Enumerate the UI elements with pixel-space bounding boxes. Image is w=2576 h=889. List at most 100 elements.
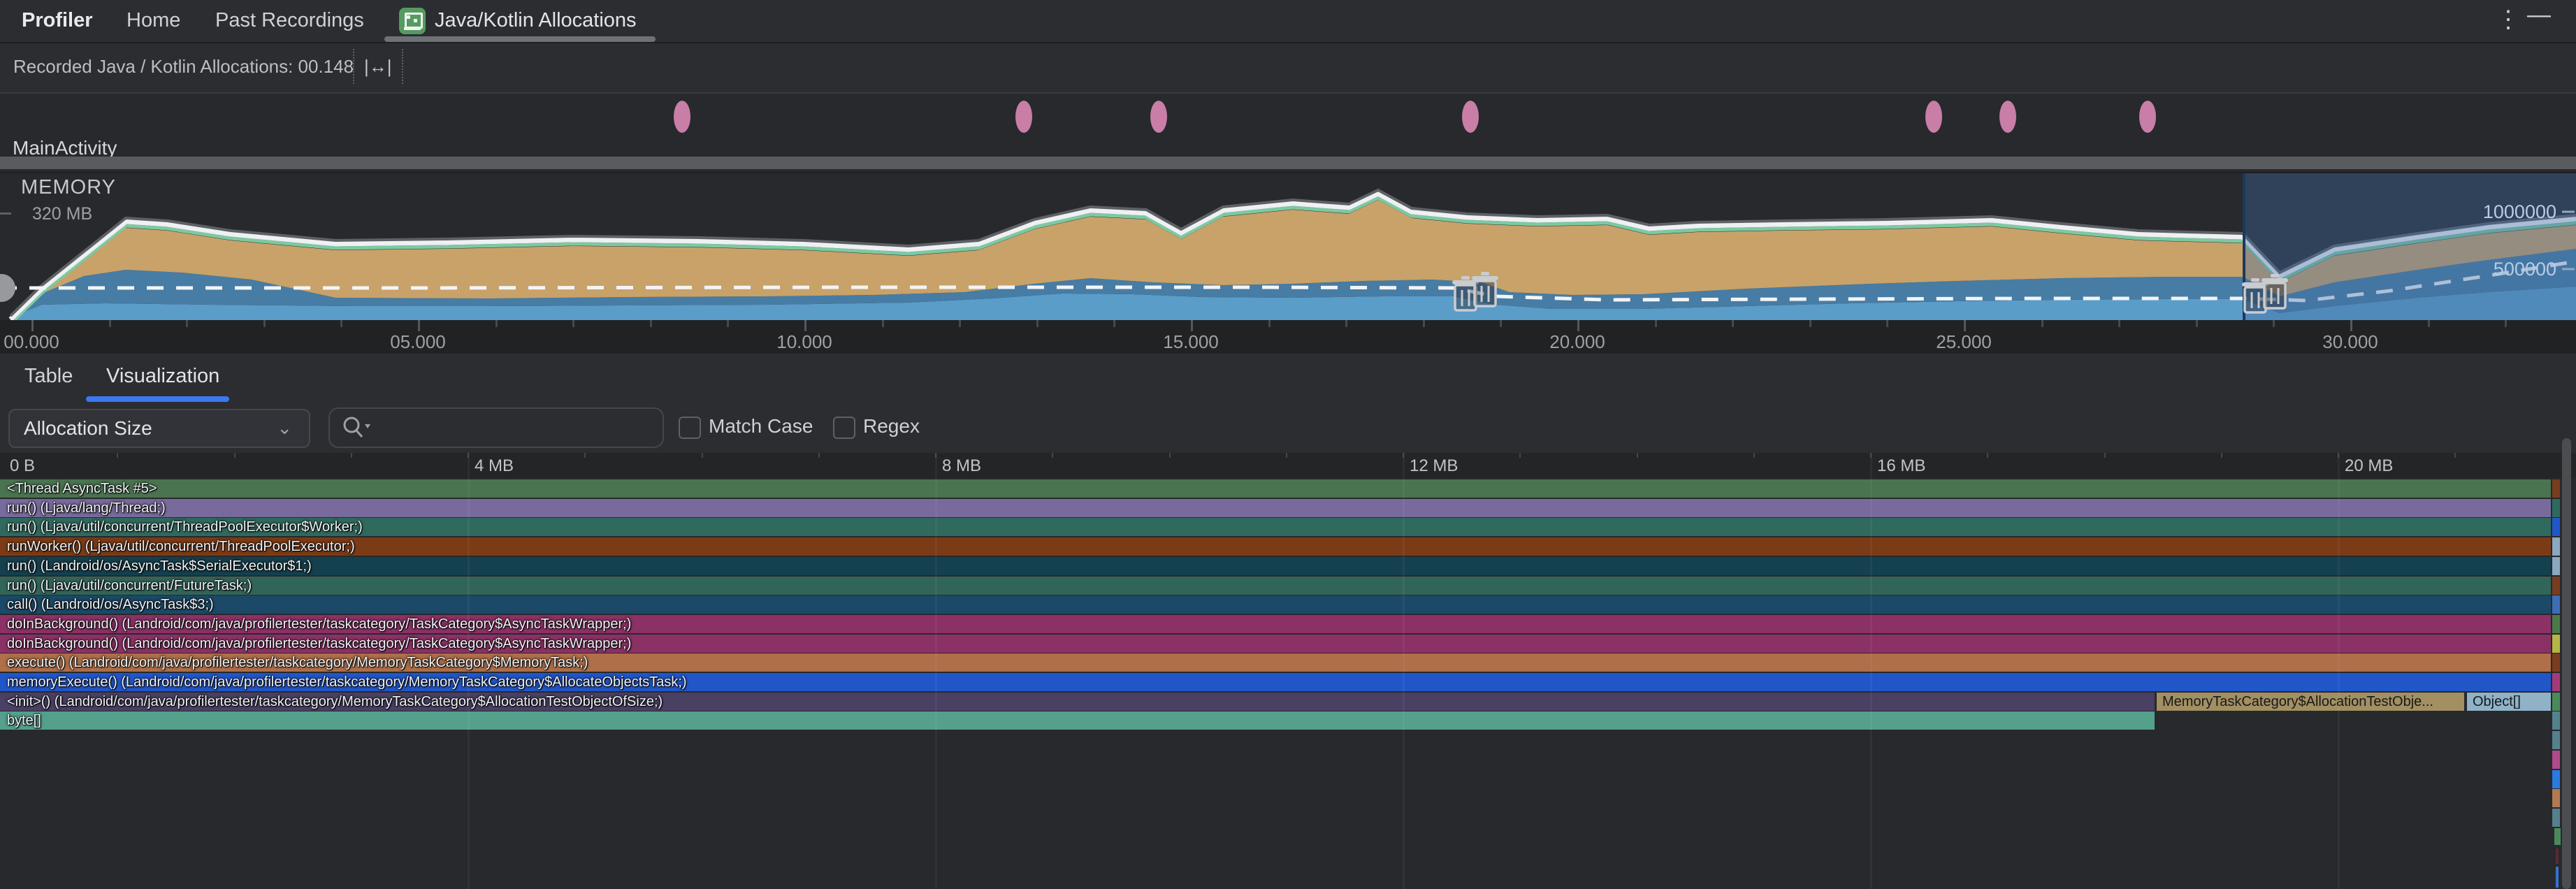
dashed-line-handle[interactable] (0, 274, 15, 302)
activity-event-dot[interactable] (1462, 101, 1479, 133)
size-scale-tick (818, 453, 820, 458)
time-tick (2118, 320, 2121, 327)
flame-frame-label: byte[] (7, 713, 41, 729)
minimize-icon[interactable]: — (2527, 1, 2551, 28)
flame-frame-sliver[interactable] (2554, 828, 2561, 845)
size-scale-label: 4 MB (475, 456, 514, 475)
time-tick (2041, 320, 2043, 327)
flame-frame-sliver[interactable] (2552, 711, 2560, 730)
tab-table[interactable]: Table (24, 365, 73, 387)
flame-frame[interactable]: MemoryTaskCategory$AllocationTestObje... (2157, 692, 2464, 711)
size-scale-tick (1519, 453, 1521, 458)
time-tick (804, 320, 806, 331)
memory-chart-panel: 1000000 500000 MEMORY 320 MB (0, 173, 2576, 326)
flame-frame[interactable]: call() (Landroid/os/AsyncTask$3;) (0, 595, 2551, 614)
timeline-selection-region[interactable] (2243, 173, 2576, 320)
fit-to-range-icon[interactable]: |↔| (353, 49, 403, 84)
flame-frame[interactable]: doInBackground() (Landroid/com/java/prof… (0, 614, 2551, 633)
size-scale-tick (1636, 453, 1638, 458)
selection-axis-label: 1000000 (2483, 201, 2556, 222)
menu-home[interactable]: Home (126, 9, 181, 31)
time-tick (959, 320, 962, 327)
size-scale-tick (701, 453, 703, 458)
activity-event-dot[interactable] (1999, 101, 2016, 133)
detail-tab-strip: Table Visualization (0, 354, 2576, 404)
flame-frame-sliver[interactable] (2552, 614, 2560, 633)
time-tick (649, 320, 652, 327)
size-scale-tick (1285, 453, 1287, 458)
memory-timeline-chart[interactable]: 1000000 500000 (0, 173, 2576, 326)
flame-frame-label: <init>() (Landroid/com/java/profilertest… (7, 693, 663, 709)
flame-frame-sliver[interactable] (2552, 498, 2560, 517)
flame-frame-sliver[interactable] (2552, 789, 2560, 808)
size-scale-tick (2220, 453, 2222, 458)
flame-frame[interactable]: Object[] (2467, 692, 2551, 711)
size-scale-label: 0 B (10, 456, 36, 475)
flame-frame-label: call() (Landroid/os/AsyncTask$3;) (7, 597, 214, 613)
allocation-size-dropdown[interactable]: Allocation Size ⌄ (8, 409, 310, 448)
flame-frame-sliver[interactable] (2552, 731, 2560, 750)
vertical-scrollbar[interactable] (2562, 438, 2571, 889)
flame-frame[interactable]: run() (Landroid/os/AsyncTask$SerialExecu… (0, 556, 2551, 575)
flame-frame-sliver[interactable] (2552, 673, 2560, 691)
flame-frame-sliver[interactable] (2552, 769, 2560, 788)
app-title: Profiler (22, 9, 93, 31)
activity-event-dot[interactable] (1015, 101, 1032, 133)
flame-frame-sliver[interactable] (2552, 634, 2560, 653)
activity-event-dot[interactable] (1150, 101, 1167, 133)
time-tick (1113, 320, 1116, 327)
activity-event-dot[interactable] (674, 101, 690, 133)
regex-checkbox[interactable] (833, 417, 855, 439)
size-scale-tick (350, 453, 352, 458)
events-strip: MainActivity (0, 92, 2576, 175)
search-input[interactable] (375, 413, 650, 442)
time-tick-label: 10.000 (776, 331, 832, 352)
flame-frame-sliver[interactable] (2556, 867, 2559, 888)
activity-event-dot[interactable] (2139, 101, 2156, 133)
flame-frame[interactable]: <Thread AsyncTask #5> (0, 479, 2551, 498)
activity-lifetime-bar[interactable] (0, 157, 2576, 169)
match-case-label: Match Case (709, 415, 813, 437)
flame-frame-sliver[interactable] (2552, 750, 2560, 769)
flame-frame-sliver[interactable] (2552, 595, 2560, 614)
flame-frame[interactable]: run() (Ljava/lang/Thread;) (0, 498, 2551, 517)
flame-frame[interactable]: runWorker() (Ljava/util/concurrent/Threa… (0, 537, 2551, 556)
flame-frame[interactable]: run() (Ljava/util/concurrent/ThreadPoolE… (0, 518, 2551, 537)
search-box[interactable] (328, 407, 664, 448)
flame-frame-sliver[interactable] (2552, 479, 2560, 498)
time-tick (1036, 320, 1039, 327)
active-detail-tab-underline (86, 396, 229, 402)
flame-frame-sliver[interactable] (2552, 576, 2560, 595)
search-icon (343, 417, 370, 438)
flame-frame[interactable]: doInBackground() (Landroid/com/java/prof… (0, 634, 2551, 653)
flame-frame[interactable]: <init>() (Landroid/com/java/profilertest… (0, 692, 2155, 711)
kebab-menu-icon[interactable]: ⋮ (2496, 6, 2520, 33)
flame-frame-sliver[interactable] (2552, 556, 2560, 575)
flame-frame-sliver[interactable] (2552, 808, 2560, 827)
match-case-checkbox[interactable] (679, 417, 701, 439)
time-tick (1732, 320, 1735, 327)
size-scale-tick (1168, 453, 1171, 458)
flame-frame[interactable]: execute() (Landroid/com/java/profilertes… (0, 653, 2551, 672)
flame-frame-sliver[interactable] (2552, 518, 2560, 537)
flame-frame-label: doInBackground() (Landroid/com/java/prof… (7, 635, 632, 651)
active-tab-underline (384, 36, 656, 42)
flame-frame-sliver[interactable] (2552, 537, 2560, 556)
flame-frame-label: runWorker() (Ljava/util/concurrent/Threa… (7, 539, 355, 555)
flame-frame[interactable]: run() (Ljava/util/concurrent/FutureTask;… (0, 576, 2551, 595)
flame-frame[interactable]: memoryExecute() (Landroid/com/java/profi… (0, 673, 2551, 691)
size-scale-tick (2338, 453, 2339, 458)
flame-frame-label: <Thread AsyncTask #5> (7, 481, 157, 496)
size-scale-tick (117, 453, 119, 458)
flame-frame-sliver[interactable] (2552, 653, 2560, 672)
flame-frame[interactable]: byte[] (0, 711, 2155, 730)
time-tick (2505, 320, 2508, 327)
allocations-tab-icon (399, 8, 426, 34)
flame-frame-sliver[interactable] (2552, 692, 2560, 711)
tab-visualization[interactable]: Visualization (106, 365, 220, 387)
activity-event-dot[interactable] (1925, 101, 1942, 133)
menu-past-recordings[interactable]: Past Recordings (215, 9, 364, 31)
flame-frame-sliver[interactable] (2556, 848, 2559, 864)
tab-java-kotlin-allocations[interactable]: Java/Kotlin Allocations (435, 9, 637, 31)
header-tab-strip: Profiler Home Past Recordings Java/Kotli… (0, 0, 2576, 43)
